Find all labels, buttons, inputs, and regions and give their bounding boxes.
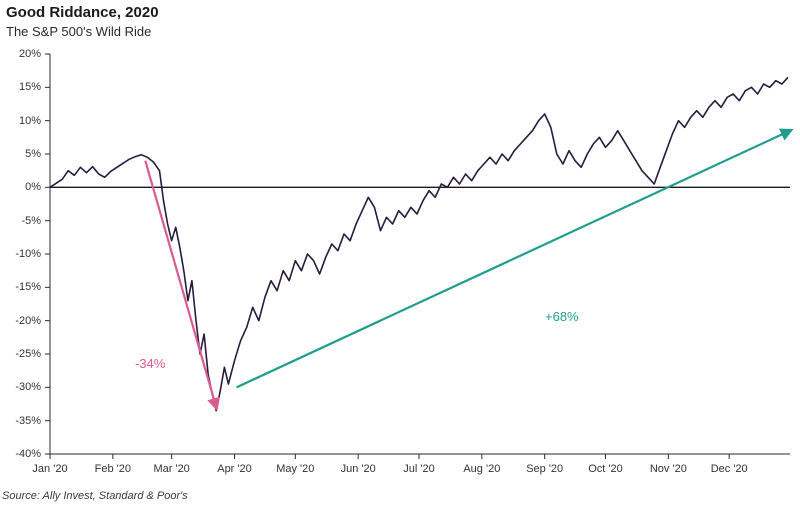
- annotation-arrow-drop: [145, 161, 216, 408]
- chart-plot-area: 20%15%10%5%0%-5%-10%-15%-20%-25%-30%-35%…: [0, 44, 800, 484]
- sp500-line: [50, 77, 788, 410]
- chart-source: Source: Ally Invest, Standard & Poor's: [2, 490, 188, 502]
- chart-container: Good Riddance, 2020 The S&P 500's Wild R…: [0, 0, 800, 506]
- chart-svg: [0, 44, 800, 484]
- chart-title: Good Riddance, 2020: [6, 4, 159, 21]
- chart-subtitle: The S&P 500's Wild Ride: [6, 24, 151, 39]
- annotation-arrow-rise: [237, 131, 790, 388]
